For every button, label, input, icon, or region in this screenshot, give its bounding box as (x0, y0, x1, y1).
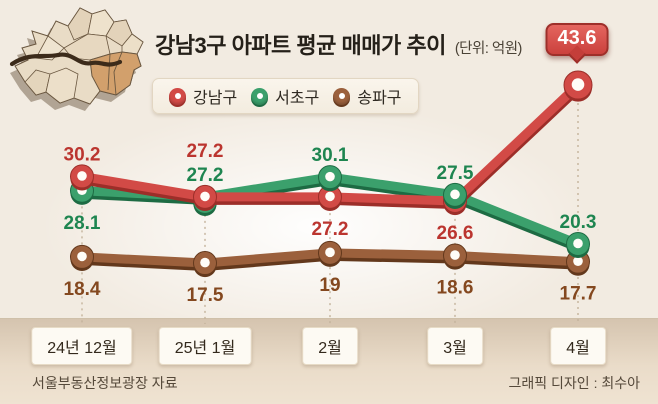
value-label-송파구-2: 19 (319, 275, 340, 296)
x-axis-label: 25년 1월 (158, 327, 252, 365)
legend: 강남구 서초구 송파구 (152, 78, 419, 114)
marker-hole (325, 247, 335, 258)
title-text: 강남3구 아파트 평균 매매가 추이 (155, 33, 446, 58)
callout-value: 43.6 (557, 27, 597, 49)
source-note: 서울부동산정보광장 자료 (32, 375, 178, 391)
marker-hole (450, 250, 460, 260)
value-label-강남구-3: 26.6 (437, 223, 474, 244)
page-title: 강남3구 아파트 평균 매매가 추이 (단위: 억원) (155, 28, 522, 60)
value-label-서초구-0: 28.1 (64, 213, 101, 234)
marker-hole (77, 171, 87, 181)
legend-marker-icon (169, 87, 186, 105)
marker-hole (573, 256, 583, 266)
x-axis-label: 2월 (302, 327, 358, 365)
legend-label: 송파구 (357, 90, 402, 107)
legend-item-서초구: 서초구 (251, 84, 319, 108)
marker-hole (573, 238, 583, 249)
value-label-송파구-4: 17.7 (560, 284, 597, 305)
value-label-서초구-4: 20.3 (560, 212, 597, 233)
marker-hole (200, 257, 210, 268)
marker-hole (450, 189, 460, 200)
seoul-map-graphic (9, 7, 144, 111)
x-axis-label: 24년 12월 (31, 327, 133, 365)
credit-note: 그래픽 디자인 : 최수아 (508, 375, 640, 391)
value-label-강남구-0: 30.2 (64, 144, 101, 165)
legend-item-강남구: 강남구 (169, 84, 237, 108)
value-label-송파구-1: 17.5 (187, 285, 224, 306)
value-label-강남구-2: 27.2 (312, 219, 349, 240)
x-axis-label: 3월 (427, 327, 483, 365)
value-label-서초구-2: 30.1 (312, 145, 349, 166)
unit-label: (단위: 억원) (454, 41, 523, 57)
marker-hole (77, 251, 87, 262)
callout-bubble: 43.6 (545, 23, 609, 56)
x-axis-label: 4월 (550, 327, 606, 365)
legend-label: 서초구 (275, 90, 320, 107)
marker-hole (571, 78, 585, 91)
value-label-서초구-1: 27.2 (187, 165, 224, 186)
value-label-송파구-3: 18.6 (437, 278, 474, 299)
value-label-송파구-0: 18.4 (64, 279, 101, 300)
legend-label: 강남구 (193, 90, 238, 107)
marker-hole (325, 191, 335, 202)
legend-item-송파구: 송파구 (333, 84, 402, 108)
legend-marker-icon (251, 87, 269, 105)
value-label-강남구-1: 27.2 (187, 141, 224, 162)
legend-marker-icon (333, 87, 351, 105)
marker-hole (200, 191, 210, 202)
value-label-서초구-3: 27.5 (437, 163, 474, 184)
seoul-district-map (2, 0, 160, 112)
marker-hole (325, 171, 335, 182)
